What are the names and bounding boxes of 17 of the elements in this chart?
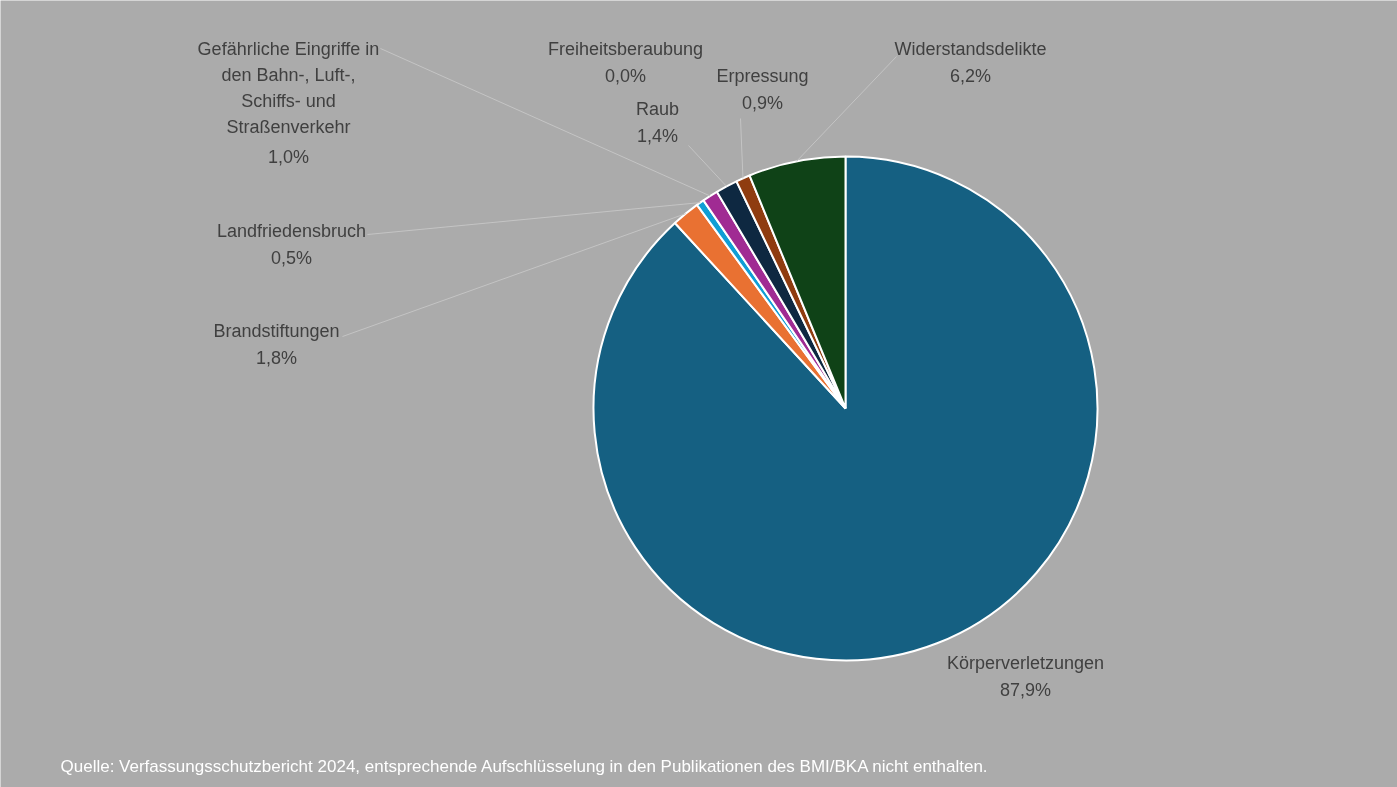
data-label: 0,5% <box>270 247 313 268</box>
slice-label: Raub <box>635 98 680 119</box>
source-note: Quelle: Verfassungsschutzbericht 2024, entsprechende Aufschlüsselung in den Publikationen des BMI/BKA nicht enthalten. <box>60 757 988 776</box>
data-label: 87,9% <box>999 679 1052 700</box>
category-label: Freiheitsberaubung <box>547 38 704 59</box>
data-label: 1,0% <box>267 146 310 167</box>
slice-label: Gefährliche Eingriffe in den Bahn-, Luft-, Schiffs- und Straßenverkehr <box>197 38 380 137</box>
data-label: 0,9% <box>741 92 784 113</box>
data-label: 1,4% <box>636 125 679 146</box>
slice-label: Widerstandsdelikte <box>894 38 1047 59</box>
data-label: 1,8% <box>255 347 298 368</box>
slice-label: Landfriedensbruch <box>216 220 367 241</box>
data-label: 6,2% <box>949 65 992 86</box>
text: 0,0% <box>604 65 647 86</box>
slice-label: Körperverletzungen <box>946 652 1105 673</box>
slice-label: Erpressung <box>716 65 809 86</box>
slice-label: Brandstiftungen <box>213 320 340 341</box>
